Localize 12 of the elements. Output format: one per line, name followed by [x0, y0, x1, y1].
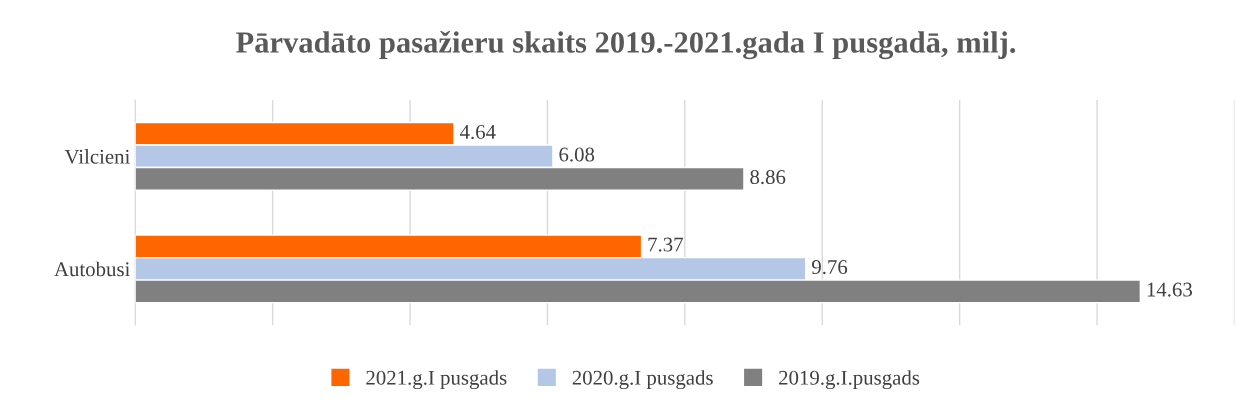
y-tick-label: Autobusi	[54, 261, 130, 277]
data-label: 6.08	[559, 147, 595, 162]
legend-label: 2020.g.I pusgads	[572, 370, 713, 390]
data-label: 14.63	[1147, 282, 1192, 297]
y-tick-label: Vilcieni	[64, 149, 130, 164]
data-label: 8.86	[750, 169, 786, 185]
chart-title: Pārvadāto pasažieru skaits 2019.-2021.gada I pusgadā, milj.	[236, 30, 1016, 60]
data-label: 4.64	[459, 125, 496, 140]
legend-label: 2021.g.I pusgads	[366, 370, 507, 390]
data-label: 9.76	[811, 260, 848, 275]
legend-label: 2019.g.I.pusgads	[779, 370, 920, 390]
data-label: 7.37	[648, 237, 683, 252]
